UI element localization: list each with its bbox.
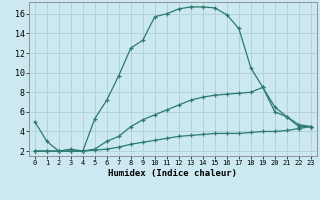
X-axis label: Humidex (Indice chaleur): Humidex (Indice chaleur) [108,169,237,178]
